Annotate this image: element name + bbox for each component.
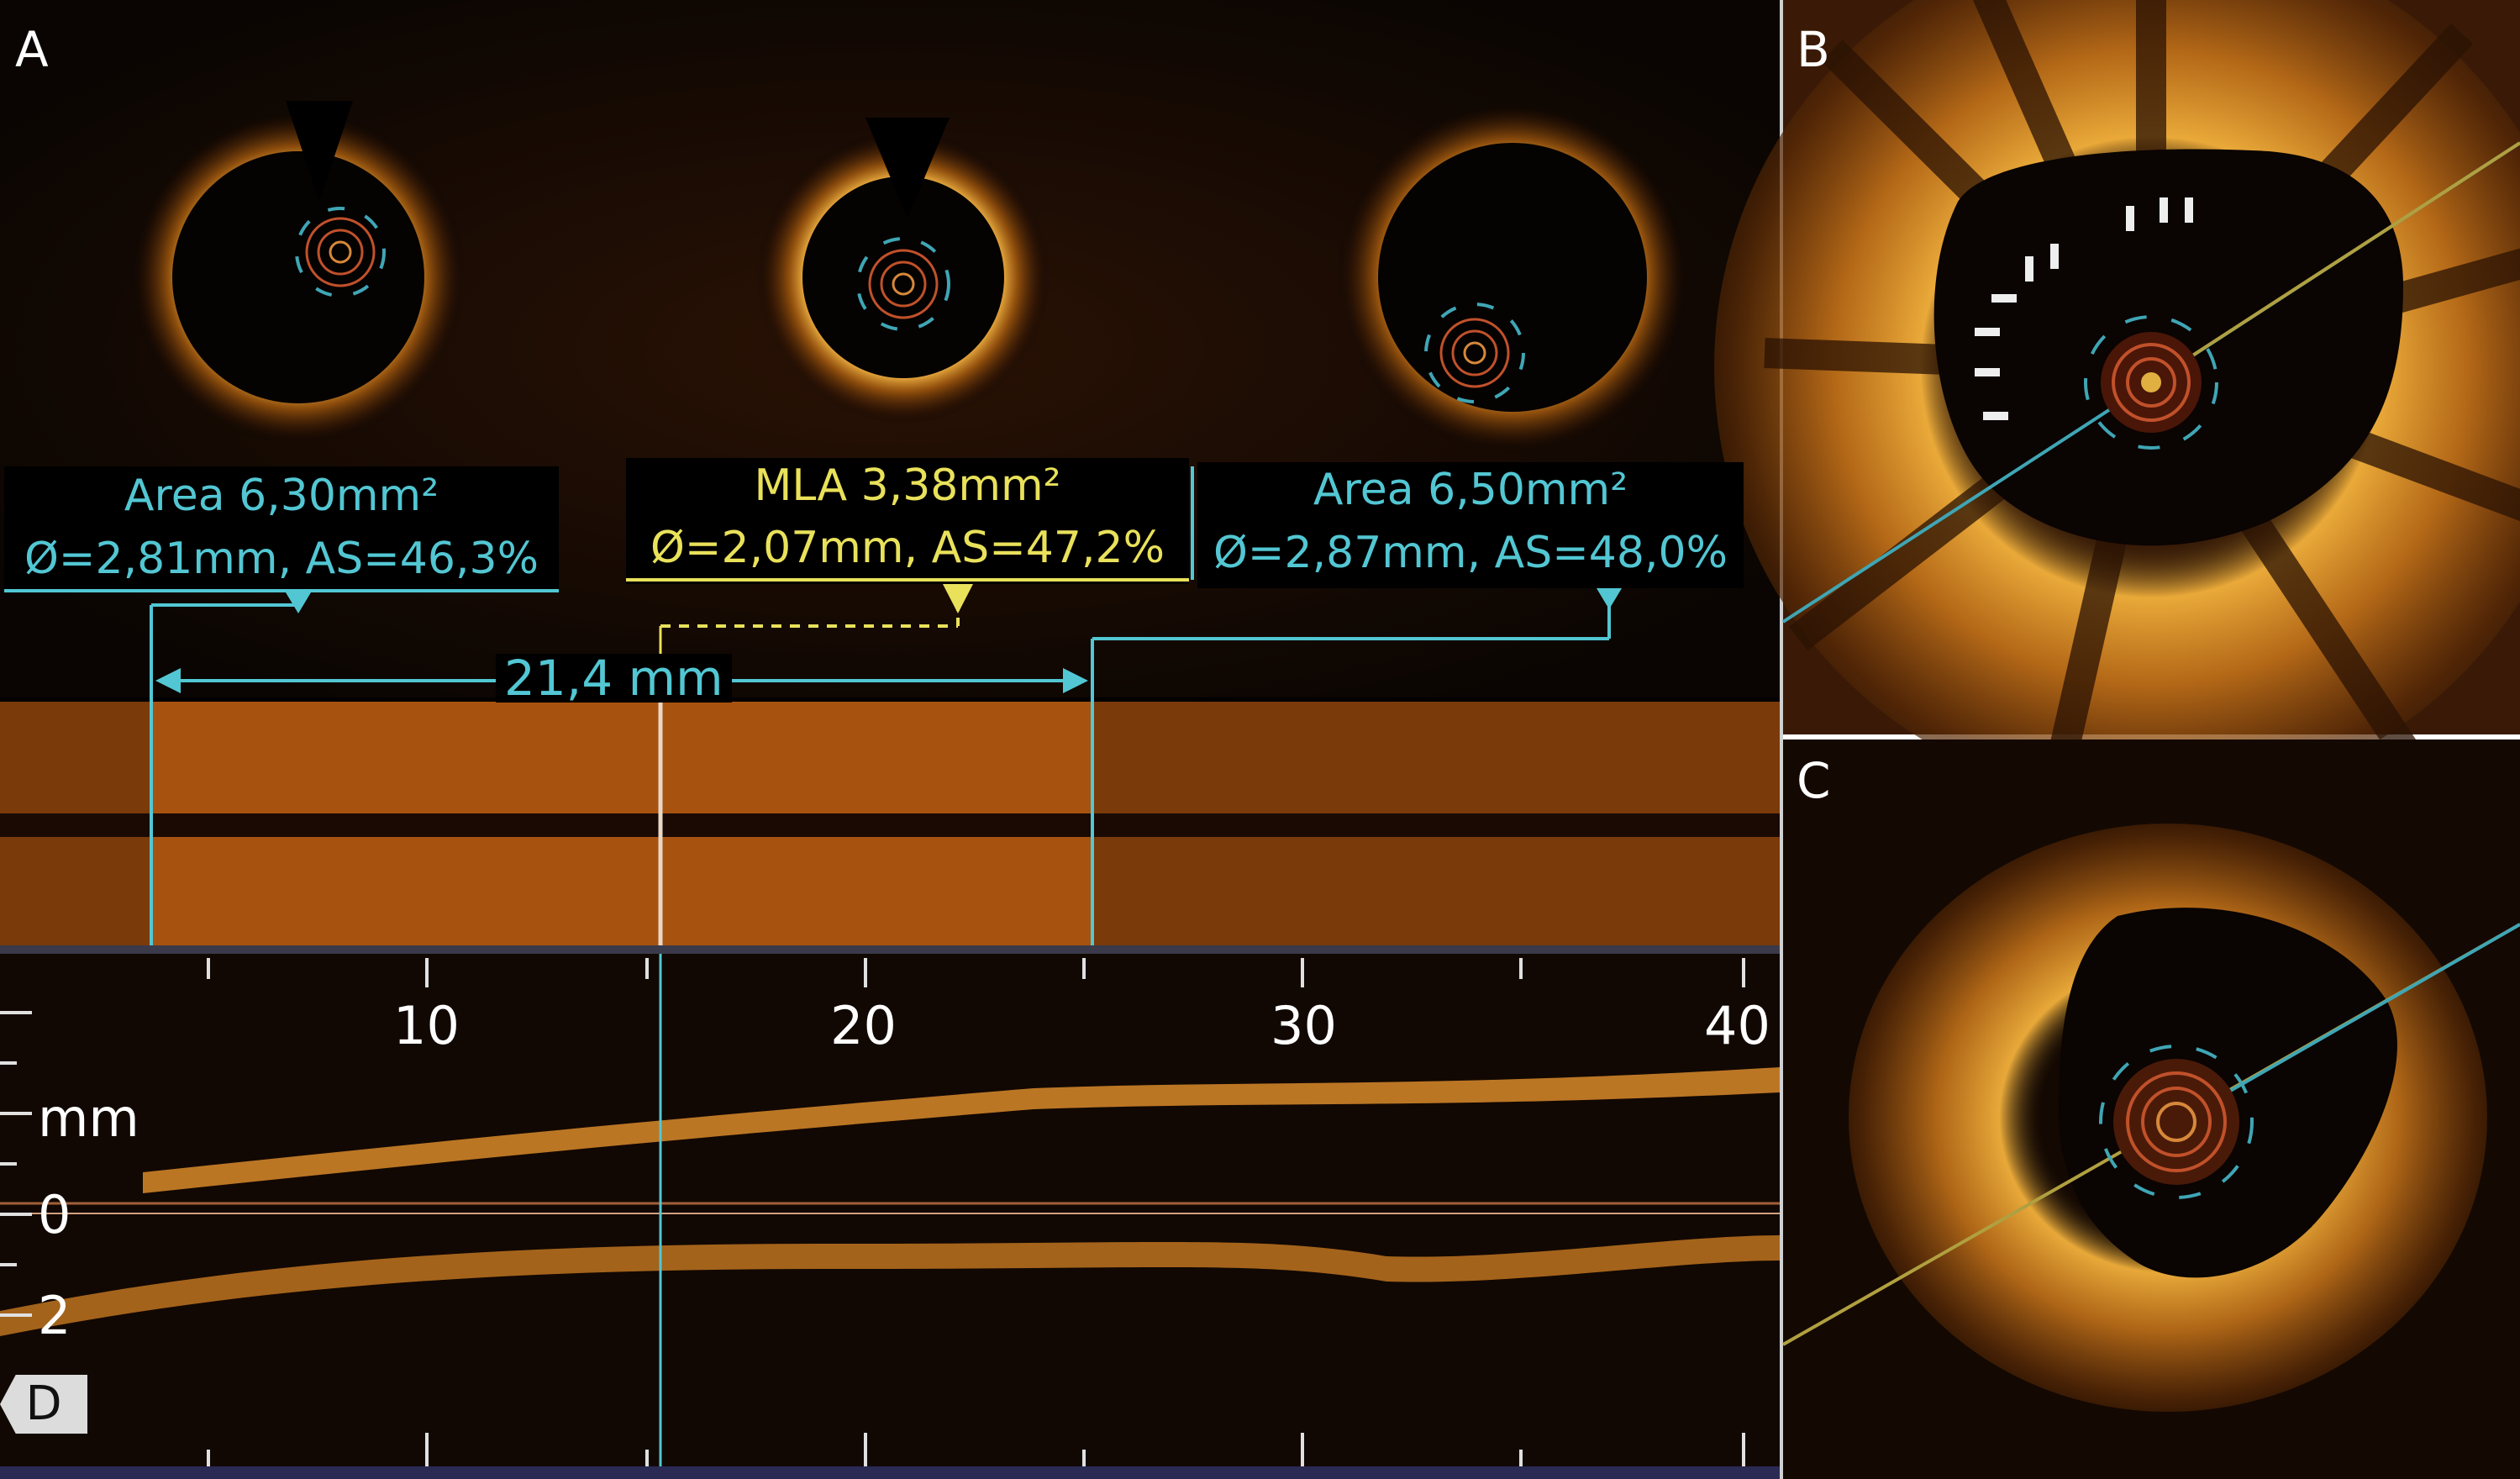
label-divider <box>1191 466 1194 580</box>
axis-label-0: 0 <box>38 1184 71 1245</box>
label-left-box <box>4 466 559 592</box>
panel-b-image <box>1714 0 2520 804</box>
label-right-area: Area 6,50mm² <box>1313 465 1628 515</box>
segment-length-label: 21,4 mm <box>496 654 732 703</box>
axis-tick-20: 20 <box>830 995 897 1056</box>
cross-section-left <box>130 101 466 445</box>
label-right-diameter: Ø=2,87mm, AS=48,0% <box>1213 528 1728 578</box>
axis-tick-30: 30 <box>1271 995 1337 1056</box>
label-mla-diameter: Ø=2,07mm, AS=47,2% <box>626 523 1189 582</box>
panel-c-image <box>1782 740 2520 1479</box>
label-left-diameter: Ø=2,81mm, AS=46,3% <box>4 534 559 592</box>
label-left-area: Area 6,30mm² <box>124 471 439 521</box>
axis-unit-mm: mm <box>38 1087 139 1149</box>
axis-tick-10: 10 <box>393 995 460 1056</box>
label-right-box <box>1197 462 1744 588</box>
label-mla-box <box>626 458 1189 584</box>
axis-ticks <box>0 958 1745 1466</box>
distal-tag: D <box>0 1375 87 1434</box>
panel-b-arrows <box>1975 197 2193 420</box>
panel-c-letter: C <box>1797 752 1831 809</box>
cross-section-right <box>1336 101 1689 454</box>
panel-b-letter: B <box>1797 21 1830 78</box>
axis-label-2: 2 <box>38 1285 71 1346</box>
axis-tick-40: 40 <box>1704 995 1770 1056</box>
label-mla-area: MLA 3,38mm² <box>754 461 1061 511</box>
panel-a-letter: A <box>15 21 49 78</box>
cross-section-mla <box>756 118 1050 424</box>
longitudinal-lumen-line <box>0 813 1780 837</box>
